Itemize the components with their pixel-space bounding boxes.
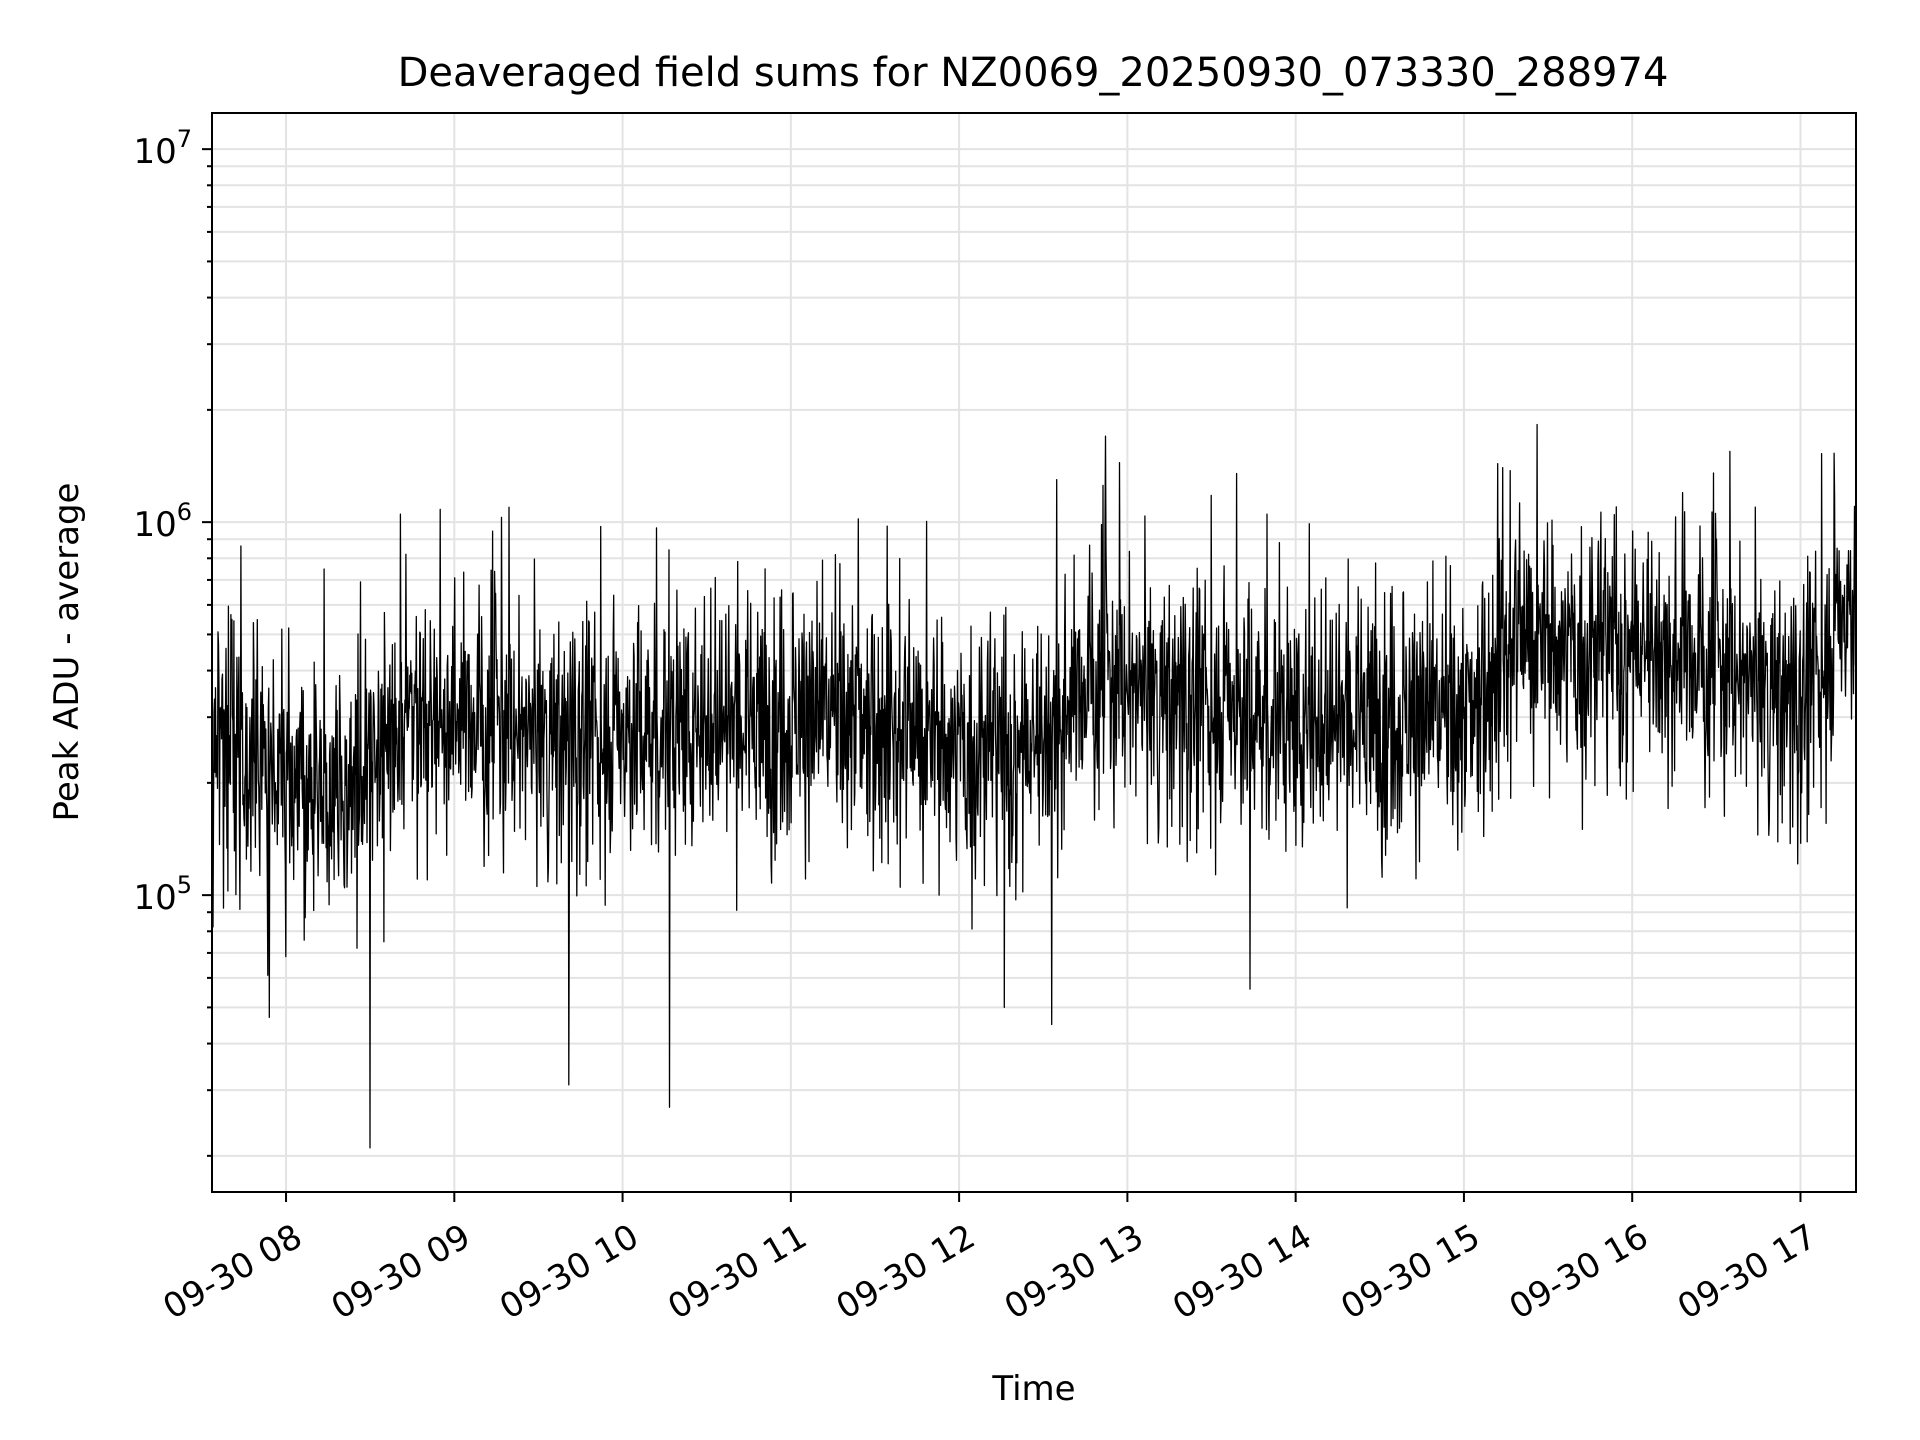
chart-title: Deaveraged field sums for NZ0069_2025093… <box>398 50 1669 96</box>
plot-frame <box>211 112 1857 1193</box>
y-tick-label: 105 <box>133 871 192 918</box>
y-tick-label: 106 <box>133 498 192 545</box>
x-axis-label: Time <box>991 1369 1075 1409</box>
y-tick-label: 107 <box>133 125 192 172</box>
y-axis-label: Peak ADU - average <box>47 483 87 822</box>
series-line <box>211 423 1857 1149</box>
series-field-sums <box>211 423 1857 1149</box>
y-axis: 105 106 107 <box>133 125 212 1157</box>
